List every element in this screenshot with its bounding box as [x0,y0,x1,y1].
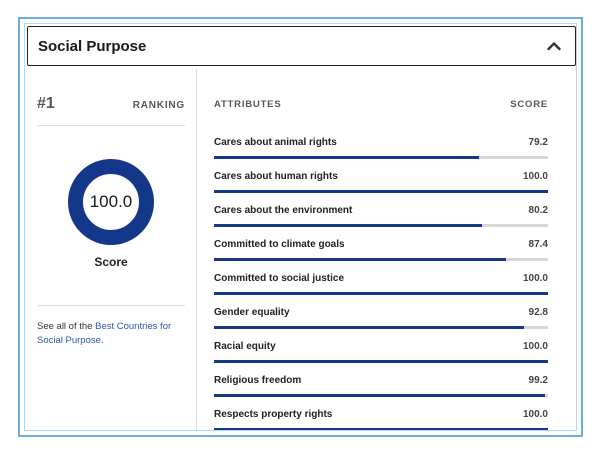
table-row: Religious freedom 99.2 [214,375,548,409]
attribute-score: 79.2 [528,137,548,148]
score-bar-track [214,428,548,430]
table-row: Racial equity 100.0 [214,341,548,375]
attribute-score: 99.2 [528,375,548,386]
rank-number: #1 [37,95,55,112]
score-bar-track [214,156,548,159]
score-bar-track [214,190,548,193]
attribute-score: 92.8 [528,307,548,318]
table-row: Committed to climate goals 87.4 [214,239,548,273]
table-row: Cares about human rights 100.0 [214,171,548,205]
table-row: Respects property rights 100.0 [214,409,548,430]
see-all-prefix: See all of the [37,321,96,332]
score-bar-track [214,326,548,329]
attribute-name: Committed to climate goals [214,239,345,250]
ranking-row: #1 RANKING [37,95,185,113]
best-countries-link[interactable]: Best Countries for Social Purpose [37,321,172,346]
attribute-name: Committed to social justice [214,273,345,284]
divider [37,305,185,306]
attribute-name: Racial equity [214,341,276,352]
score-donut: 100.0 [68,159,154,245]
score-bar-fill [214,428,548,430]
table-row: Cares about animal rights 79.2 [214,137,548,171]
panel-body: Social Purpose #1 RANKING 100.0 Score [24,23,577,431]
ranking-label: RANKING [132,100,185,111]
attribute-score: 100.0 [522,409,548,420]
score-bar-fill [214,360,548,363]
see-all-text: See all of the Best Countries for Social… [37,320,192,348]
score-bar-track [214,394,548,397]
score-bar-track [214,258,548,261]
overview-column: #1 RANKING 100.0 Score See all of the Be… [25,69,197,430]
score-bar-fill [214,156,479,159]
see-all-suffix: . [100,335,104,346]
chevron-up-icon[interactable] [547,39,561,53]
score-bar-fill [214,292,548,295]
score-bar-fill [214,394,546,397]
attribute-name: Cares about human rights [214,171,338,182]
score-bar-track [214,292,548,295]
attribute-score: 87.4 [528,239,548,250]
panel-header[interactable]: Social Purpose [27,26,576,66]
panel-frame: Social Purpose #1 RANKING 100.0 Score [18,17,583,437]
attribute-score: 100.0 [522,171,548,182]
score-bar-fill [214,190,548,193]
score-bar-fill [214,258,506,261]
score-header-label: SCORE [510,99,548,110]
score-value: 100.0 [89,192,133,211]
table-row: Committed to social justice 100.0 [214,273,548,307]
attribute-score: 100.0 [522,341,548,352]
table-row: Cares about the environment 80.2 [214,205,548,239]
panel-title: Social Purpose [38,37,147,55]
attributes-column: ATTRIBUTES SCORE Cares about animal righ… [212,69,548,430]
attribute-name: Religious freedom [214,375,302,386]
score-label: Score [94,255,128,269]
attribute-name: Cares about the environment [214,205,353,216]
table-row: Gender equality 92.8 [214,307,548,341]
attribute-name: Cares about animal rights [214,137,337,148]
attribute-name: Respects property rights [214,409,333,420]
score-bar-track [214,360,548,363]
attribute-score: 100.0 [522,273,548,284]
donut-arc [68,159,154,245]
attributes-header: ATTRIBUTES SCORE [214,99,548,110]
divider [37,125,185,126]
attribute-name: Gender equality [214,307,290,318]
score-bar-track [214,224,548,227]
score-bar-fill [214,224,482,227]
score-bar-fill [214,326,524,329]
attributes-header-label: ATTRIBUTES [214,99,282,110]
attribute-score: 80.2 [528,205,548,216]
